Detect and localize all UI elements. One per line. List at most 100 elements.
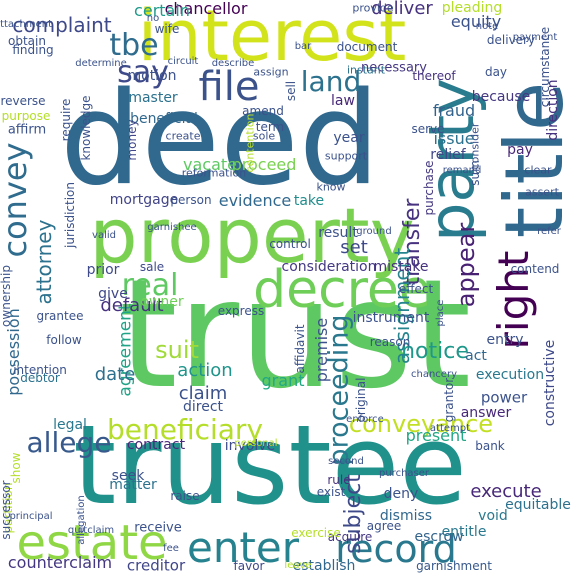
word-direct: direct	[182, 399, 224, 415]
word-clear: clear	[524, 163, 552, 177]
word-allege: allege	[26, 426, 112, 459]
word-proceed: proceed	[231, 155, 297, 174]
word-beneficiary: beneficiary	[106, 413, 264, 446]
word-real: real	[121, 268, 179, 303]
word-assign: assign	[253, 65, 289, 79]
word-sell: sell	[284, 80, 298, 102]
word-contention: contention	[243, 113, 257, 173]
word-because: because	[471, 89, 531, 105]
word-knowledge: knowledge	[79, 95, 93, 161]
word-garnishee: garnishee	[147, 222, 197, 233]
word-entitle: entitle	[441, 524, 487, 540]
word-owner: owner	[140, 294, 184, 310]
word-finding: finding	[12, 43, 54, 57]
word-date: date	[94, 364, 136, 385]
word-set: set	[340, 237, 368, 258]
word-vacate: vacate	[183, 155, 237, 174]
word-delivery: delivery	[486, 33, 536, 47]
word-contract: contract	[126, 437, 186, 453]
word-law: law	[331, 93, 355, 109]
word-property: property	[89, 191, 415, 280]
word-grantor: grantor	[442, 377, 456, 423]
word-tbe: tbe	[109, 28, 159, 63]
word-require: require	[59, 98, 73, 142]
word-void: void	[478, 508, 508, 524]
word-provide: provide	[352, 1, 394, 15]
word-involve: involve	[224, 438, 276, 454]
word-matter: matter	[109, 477, 157, 493]
word-exercise: exercise	[291, 526, 341, 540]
word-trustee: trustee	[73, 401, 467, 529]
word-circumstance: circumstance	[538, 26, 552, 108]
word-principal: principal	[9, 511, 53, 522]
word-acquire: acquire	[327, 530, 373, 544]
word-circuit: circuit	[167, 56, 199, 67]
word-answer: answer	[460, 405, 512, 421]
word-instant: instant	[346, 63, 386, 77]
word-mortgage: mortgage	[109, 192, 179, 208]
word-fraud: fraud	[432, 101, 476, 120]
word-result: result	[318, 225, 358, 241]
word-action: action	[177, 360, 233, 381]
word-act: act	[465, 348, 487, 364]
word-beneficial: beneficial	[130, 111, 198, 127]
word-decree: decree	[253, 260, 431, 320]
word-convey: convey	[0, 142, 34, 258]
word-favor: favor	[233, 559, 265, 573]
word-take: take	[293, 193, 325, 209]
word-notice: notice	[401, 339, 469, 364]
word-attachment: attachment	[0, 19, 53, 30]
word-equity: equity	[450, 12, 502, 31]
word-reformation: reformation	[181, 166, 247, 180]
word-mistake: mistake	[373, 259, 429, 275]
word-certain: certain	[134, 1, 190, 20]
word-enter: enter	[186, 523, 300, 572]
word-successor: successor	[0, 480, 13, 540]
word-dismiss: dismiss	[379, 508, 433, 524]
word-document: document	[336, 40, 398, 54]
word-grant: grant	[261, 371, 305, 390]
word-express: express	[217, 304, 265, 318]
word-affidavit: affidavit	[293, 324, 307, 374]
word-establish: establish	[292, 558, 356, 574]
word-pleading: pleading	[441, 0, 503, 16]
word-relief: relief	[430, 147, 466, 163]
word-creditor: creditor	[126, 556, 186, 575]
word-refer: refer	[537, 226, 561, 237]
word-bank: bank	[475, 439, 505, 453]
word-reason: reason	[369, 335, 411, 349]
word-leave: leave	[284, 560, 312, 571]
word-exist: exist	[316, 485, 346, 499]
word-effect: effect	[398, 282, 434, 296]
word-reverse: reverse	[0, 94, 46, 108]
word-year: year	[333, 130, 365, 146]
word-personal: personal	[234, 438, 278, 449]
word-note: note	[475, 21, 499, 32]
word-describe: describe	[211, 58, 255, 69]
word-title: title	[488, 81, 576, 239]
word-serve: serve	[411, 122, 445, 136]
word-deed: deed	[60, 65, 380, 214]
word-execution: execution	[475, 367, 545, 383]
word-say: say	[117, 55, 169, 90]
word-consideration: consideration	[281, 259, 377, 275]
word-debtor: debtor	[20, 371, 60, 385]
word-suit: suit	[155, 336, 199, 364]
word-agree: agree	[366, 519, 402, 533]
word-conveyance: conveyance	[348, 410, 494, 438]
word-constructive: constructive	[542, 339, 558, 427]
word-show: show	[9, 452, 23, 484]
word-second: second	[328, 456, 364, 467]
word-complaint: complaint	[12, 13, 112, 37]
word-premise: premise	[312, 317, 331, 383]
word-equitable: equitable	[505, 497, 571, 513]
word-necessary: necessary	[361, 60, 427, 76]
word-sale: sale	[139, 260, 165, 274]
word-appear: appear	[452, 222, 480, 308]
word-person: person	[170, 193, 212, 207]
word-interest: interest	[137, 0, 407, 77]
word-record: record	[335, 527, 457, 571]
word-grantee: grantee	[36, 309, 84, 323]
word-present: present	[405, 426, 467, 445]
word-claim: claim	[178, 383, 228, 404]
